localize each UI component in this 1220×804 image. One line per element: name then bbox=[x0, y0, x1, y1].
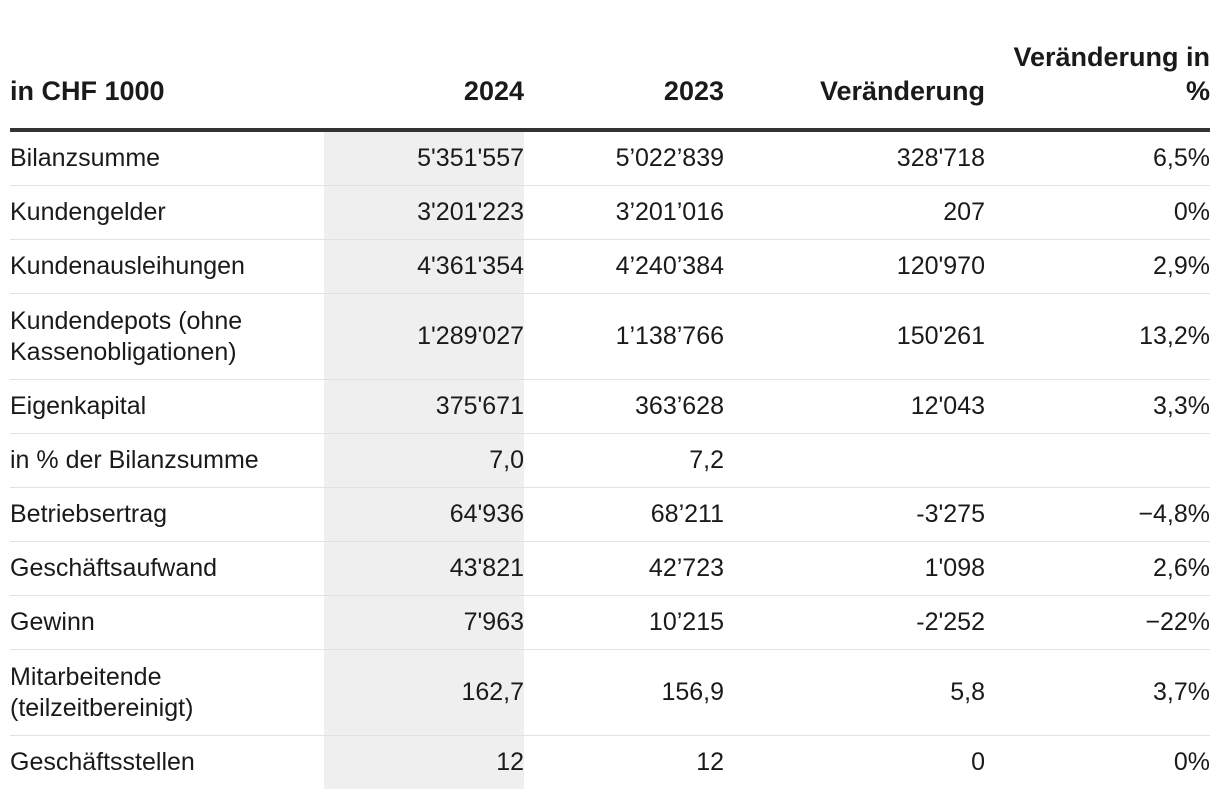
header-change: Veränderung bbox=[724, 40, 985, 132]
row-label: Eigenkapital bbox=[10, 379, 324, 434]
value-change: 120'970 bbox=[724, 239, 985, 294]
value-2023: 7,2 bbox=[524, 433, 724, 488]
value-change: 328'718 bbox=[724, 130, 985, 186]
value-2023: 12 bbox=[696, 748, 724, 776]
row-label: Kundenausleihungen bbox=[10, 239, 324, 294]
value-2024: 5'351'557 bbox=[324, 130, 524, 186]
value-2024: 1'289'027 bbox=[324, 293, 524, 380]
table-row: Gewinn 7'963 10’215 -2'252 −22% bbox=[10, 595, 1210, 650]
value-2024: 43'821 bbox=[324, 541, 524, 596]
table-row: in % der Bilanzsumme 7,0 7,2 bbox=[10, 433, 1210, 488]
value-change-pct: 13,2% bbox=[985, 293, 1210, 380]
row-label: Betriebsertrag bbox=[10, 487, 324, 542]
value-2023: 4’240’384 bbox=[524, 239, 724, 294]
table-row: Eigenkapital 375'671 363’628 12'043 3,3% bbox=[10, 379, 1210, 434]
value-change-pct: −22% bbox=[985, 595, 1210, 650]
value-change: -3'275 bbox=[724, 487, 985, 542]
value-2024: 3'201'223 bbox=[324, 185, 524, 240]
value-change bbox=[724, 433, 985, 488]
value-change-pct: 0% bbox=[985, 185, 1210, 240]
value-2023: 10’215 bbox=[524, 595, 724, 650]
value-change: -2'252 bbox=[724, 595, 985, 650]
value-change-pct bbox=[985, 433, 1210, 488]
value-2024: 162,7 bbox=[324, 649, 524, 736]
value-2023: 156,9 bbox=[524, 649, 724, 736]
value-change-pct: −4,8% bbox=[985, 487, 1210, 542]
header-2023: 2023 bbox=[524, 40, 724, 132]
value-2023: 5’022’839 bbox=[524, 130, 724, 186]
value-2024: 7,0 bbox=[324, 433, 524, 488]
value-change: 0 bbox=[971, 748, 985, 776]
value-change: 150'261 bbox=[724, 293, 985, 380]
value-change: 207 bbox=[724, 185, 985, 240]
header-change-pct: Veränderung in % bbox=[985, 40, 1210, 132]
row-label: Kundendepots (ohne Kassenobligationen) bbox=[10, 293, 324, 380]
value-change: 12'043 bbox=[724, 379, 985, 434]
value-change-pct: 3,3% bbox=[985, 379, 1210, 434]
value-2024: 4'361'354 bbox=[324, 239, 524, 294]
value-2023: 3’201’016 bbox=[524, 185, 724, 240]
value-2024: 7'963 bbox=[324, 595, 524, 650]
value-change-pct: 2,6% bbox=[985, 541, 1210, 596]
value-2024: 12 bbox=[324, 735, 524, 789]
row-label: in % der Bilanzsumme bbox=[10, 433, 324, 488]
table-row: Bilanzsumme 5'351'557 5’022’839 328'718 6,5% bbox=[10, 130, 1210, 186]
value-change: 5,8 bbox=[724, 649, 985, 736]
value-2024: 375'671 bbox=[324, 379, 524, 434]
value-change: 1'098 bbox=[724, 541, 985, 596]
value-change-pct: 2,9% bbox=[985, 239, 1210, 294]
table-row: Betriebsertrag 64'936 68’211 -3'275 −4,8% bbox=[10, 487, 1210, 542]
row-label: Geschäftsstellen bbox=[10, 748, 195, 776]
value-2023: 1’138’766 bbox=[524, 293, 724, 380]
row-label: Kundengelder bbox=[10, 185, 324, 240]
value-2024: 64'936 bbox=[324, 487, 524, 542]
value-2023: 42’723 bbox=[524, 541, 724, 596]
table-row: Geschäftsstellen 12 12 0 0% bbox=[10, 735, 1210, 789]
table-row: Kundenausleihungen 4'361'354 4’240’384 120'… bbox=[10, 239, 1210, 294]
table-row: Kundendepots (ohne Kassenobligationen) 1'… bbox=[10, 293, 1210, 380]
header-2024: 2024 bbox=[324, 40, 524, 132]
row-label: Bilanzsumme bbox=[10, 130, 324, 186]
value-change-pct: 0% bbox=[1173, 748, 1210, 776]
header-row: in CHF 1000 2024 2023 Veränderung Veränd… bbox=[10, 40, 1210, 132]
table-row: Kundengelder 3'201'223 3’201’016 207 0% bbox=[10, 185, 1210, 240]
value-change-pct: 3,7% bbox=[985, 649, 1210, 736]
value-2023: 363’628 bbox=[524, 379, 724, 434]
table-row: Mitarbeitende (teilzeitbereinigt) 162,7 15… bbox=[10, 649, 1210, 736]
financial-table: in CHF 1000 2024 2023 Veränderung Veränd… bbox=[10, 40, 1210, 789]
value-2023: 68’211 bbox=[524, 487, 724, 542]
row-label: Mitarbeitende (teilzeitbereinigt) bbox=[10, 649, 324, 736]
table-row: Geschäftsaufwand 43'821 42’723 1'098 2,6% bbox=[10, 541, 1210, 596]
row-label: Geschäftsaufwand bbox=[10, 541, 324, 596]
row-label: Gewinn bbox=[10, 595, 324, 650]
value-change-pct: 6,5% bbox=[985, 130, 1210, 186]
header-unit: in CHF 1000 bbox=[10, 40, 324, 132]
